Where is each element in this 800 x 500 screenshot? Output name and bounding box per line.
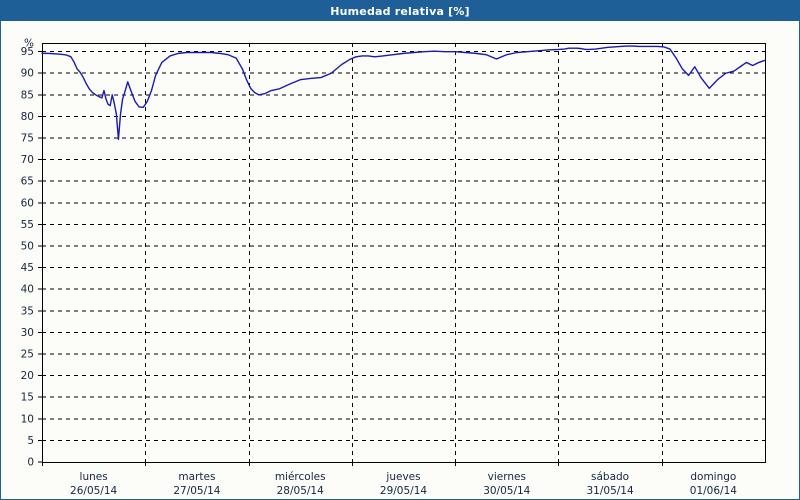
svg-text:29/05/14: 29/05/14 xyxy=(380,485,427,497)
page-title: Humedad relativa [%] xyxy=(330,4,470,18)
svg-text:viernes: viernes xyxy=(488,471,526,483)
svg-text:20: 20 xyxy=(21,370,34,382)
svg-text:40: 40 xyxy=(21,284,34,296)
svg-text:sábado: sábado xyxy=(591,471,629,483)
window-titlebar: Humedad relativa [%] xyxy=(1,1,799,21)
svg-text:lunes: lunes xyxy=(80,471,108,483)
svg-text:26/05/14: 26/05/14 xyxy=(70,485,117,497)
grid-lines xyxy=(42,43,765,462)
svg-text:5: 5 xyxy=(27,435,34,447)
x-axis-tick-group: miércoles 28/05/14 xyxy=(275,471,326,497)
svg-text:35: 35 xyxy=(21,305,34,317)
svg-text:miércoles: miércoles xyxy=(275,471,326,483)
svg-text:10: 10 xyxy=(21,413,34,425)
svg-text:27/05/14: 27/05/14 xyxy=(173,485,220,497)
plot-axes xyxy=(38,43,766,466)
svg-text:0: 0 xyxy=(27,457,34,469)
svg-text:25: 25 xyxy=(21,349,34,361)
chart-area: 0 5 10 15 20 25 30 35 40 45 50 55 60 65 70 75 80 85 90 95% … xyxy=(1,21,799,499)
svg-text:15: 15 xyxy=(21,392,34,404)
svg-text:30: 30 xyxy=(21,327,34,339)
x-axis-tick-group: domingo 01/06/14 xyxy=(690,471,737,497)
svg-text:95: 95 xyxy=(21,46,34,58)
svg-text:jueves: jueves xyxy=(385,471,420,483)
svg-text:70: 70 xyxy=(21,154,34,166)
svg-text:55: 55 xyxy=(21,219,34,231)
svg-text:75: 75 xyxy=(21,133,34,145)
x-axis-labels: lunes 26/05/14 martes 27/05/14 miércoles 28/0… xyxy=(70,471,737,497)
svg-text:60: 60 xyxy=(21,197,34,209)
x-axis-tick-group: jueves 29/05/14 xyxy=(380,471,427,497)
svg-text:01/06/14: 01/06/14 xyxy=(690,485,737,497)
svg-text:85: 85 xyxy=(21,89,34,101)
svg-text:martes: martes xyxy=(178,471,215,483)
x-axis-tick-group: lunes 26/05/14 xyxy=(70,471,117,497)
y-axis-labels: 0 5 10 15 20 25 30 35 40 45 50 55 60 65 70 75 80 85 90 95% xyxy=(21,38,34,469)
svg-text:28/05/14: 28/05/14 xyxy=(277,485,324,497)
series-line xyxy=(41,45,766,141)
svg-text:45: 45 xyxy=(21,262,34,274)
svg-text:31/05/14: 31/05/14 xyxy=(586,485,633,497)
svg-text:90: 90 xyxy=(21,68,34,80)
data-series xyxy=(41,45,766,141)
svg-text:domingo: domingo xyxy=(690,471,736,483)
svg-text:30/05/14: 30/05/14 xyxy=(483,485,530,497)
svg-text:65: 65 xyxy=(21,176,34,188)
svg-text:50: 50 xyxy=(21,241,34,253)
x-axis-tick-group: viernes 30/05/14 xyxy=(483,471,530,497)
svg-text:80: 80 xyxy=(21,111,34,123)
x-axis-tick-group: sábado 31/05/14 xyxy=(586,471,633,497)
humidity-line-chart: 05101520253035404550556065707580859095% … xyxy=(21,38,766,497)
svg-text:%: % xyxy=(24,38,34,50)
x-axis-tick-group: martes 27/05/14 xyxy=(173,471,220,497)
